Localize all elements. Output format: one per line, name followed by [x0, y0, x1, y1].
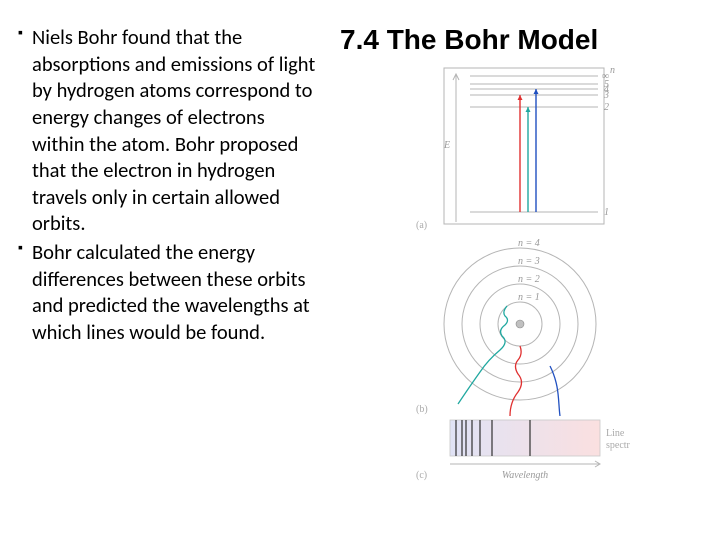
svg-text:E: E [443, 140, 450, 151]
figure-column: 7.4 The Bohr Model E∞n12345(a) n = 1n = … [340, 24, 700, 496]
svg-text:5: 5 [604, 79, 609, 90]
slide-title: 7.4 The Bohr Model [340, 24, 700, 56]
svg-text:(a): (a) [416, 220, 427, 231]
slide: Niels Bohr found that the absorptions an… [0, 0, 720, 540]
svg-text:n: n [610, 65, 615, 76]
bullet-list: Niels Bohr found that the absorptions an… [18, 24, 318, 346]
svg-text:n = 3: n = 3 [518, 256, 540, 267]
energy-level-svg: E∞n12345(a) [410, 62, 630, 232]
svg-text:n = 2: n = 2 [518, 274, 540, 285]
bullet-item: Bohr calculated the energy differences b… [18, 239, 318, 346]
svg-text:Wavelength: Wavelength [502, 470, 548, 481]
svg-text:n = 1: n = 1 [518, 292, 540, 303]
bohr-orbit-diagram: n = 1 n = 2 n = 3 n = 4 (b) [410, 236, 630, 416]
line-spectrum-diagram: Wavelength Linespectrum (c) [410, 416, 630, 496]
svg-text:spectrum: spectrum [606, 440, 630, 451]
svg-text:n = 4: n = 4 [518, 238, 540, 249]
bullet-column: Niels Bohr found that the absorptions an… [18, 24, 318, 348]
svg-text:Line: Line [606, 428, 625, 439]
svg-text:(b): (b) [416, 404, 428, 415]
bohr-orbit-svg: n = 1 n = 2 n = 3 n = 4 (b) [410, 236, 630, 416]
svg-text:2: 2 [604, 102, 609, 113]
line-spectrum-svg: Wavelength Linespectrum (c) [410, 416, 630, 496]
bullet-item: Niels Bohr found that the absorptions an… [18, 24, 318, 237]
svg-text:1: 1 [604, 207, 609, 218]
svg-text:(c): (c) [416, 470, 427, 481]
energy-level-diagram: E∞n12345(a) [410, 62, 630, 232]
